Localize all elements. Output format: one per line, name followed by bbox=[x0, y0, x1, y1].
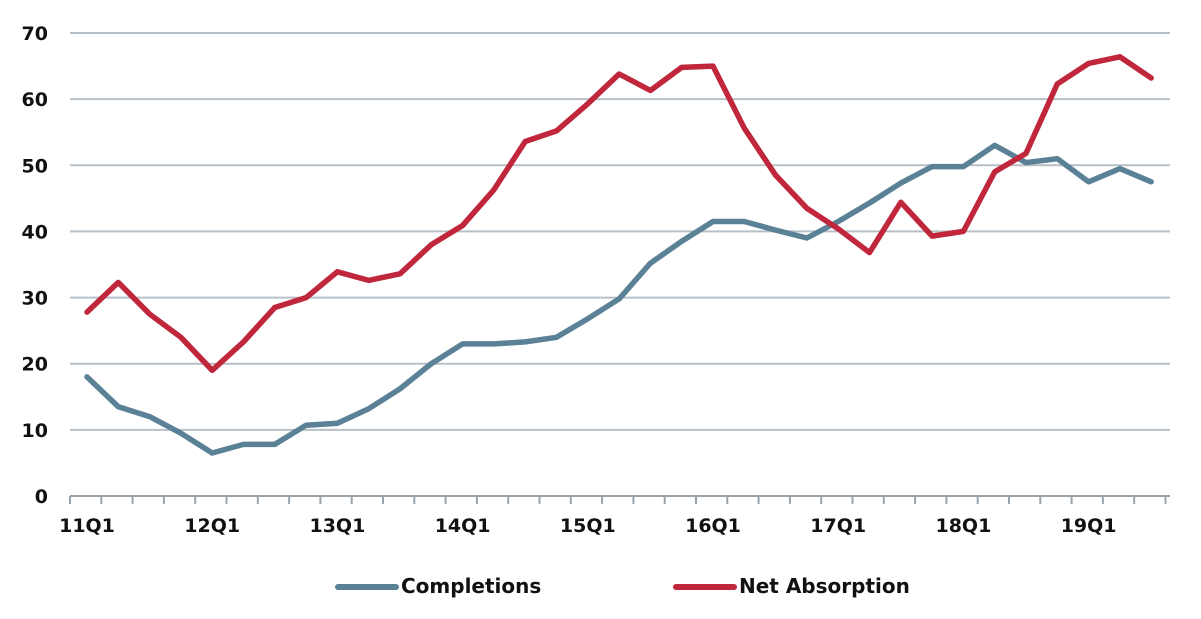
x-tick-label-13Q1: 13Q1 bbox=[309, 515, 365, 537]
y-tick-label-70: 70 bbox=[22, 23, 48, 45]
x-tick-label-15Q1: 15Q1 bbox=[560, 515, 616, 537]
gridlines bbox=[70, 32, 1170, 431]
y-axis-tick-labels: 0 10 20 30 40 50 60 70 bbox=[22, 23, 48, 508]
x-tick-label-12Q1: 12Q1 bbox=[184, 515, 240, 537]
y-tick-label-40: 40 bbox=[22, 221, 48, 243]
y-tick-label-50: 50 bbox=[22, 155, 48, 177]
y-tick-label-20: 20 bbox=[22, 354, 48, 376]
y-tick-label-0: 0 bbox=[35, 486, 48, 508]
legend-label-completions: Completions bbox=[401, 574, 541, 598]
x-tick-label-14Q1: 14Q1 bbox=[435, 515, 491, 537]
x-axis-tick-labels: 11Q1 12Q1 13Q1 14Q1 15Q1 16Q1 17Q1 18Q1 19Q1 bbox=[59, 515, 1116, 537]
x-tick-label-17Q1: 17Q1 bbox=[810, 515, 866, 537]
series-lines bbox=[84, 54, 1154, 456]
x-tick-label-19Q1: 19Q1 bbox=[1061, 515, 1117, 537]
y-tick-label-10: 10 bbox=[22, 420, 48, 442]
legend-label-net-absorption: Net Absorption bbox=[739, 574, 910, 598]
x-tick-label-18Q1: 18Q1 bbox=[935, 515, 991, 537]
series-line-completions bbox=[84, 142, 1154, 456]
y-tick-label-60: 60 bbox=[22, 89, 48, 111]
series-line-net-absorption bbox=[84, 54, 1154, 374]
legend: Completions Net Absorption bbox=[335, 574, 910, 598]
x-tick-label-16Q1: 16Q1 bbox=[685, 515, 741, 537]
x-tick-label-11Q1: 11Q1 bbox=[59, 515, 115, 537]
y-tick-label-30: 30 bbox=[22, 288, 48, 310]
x-axis bbox=[69, 495, 1170, 504]
